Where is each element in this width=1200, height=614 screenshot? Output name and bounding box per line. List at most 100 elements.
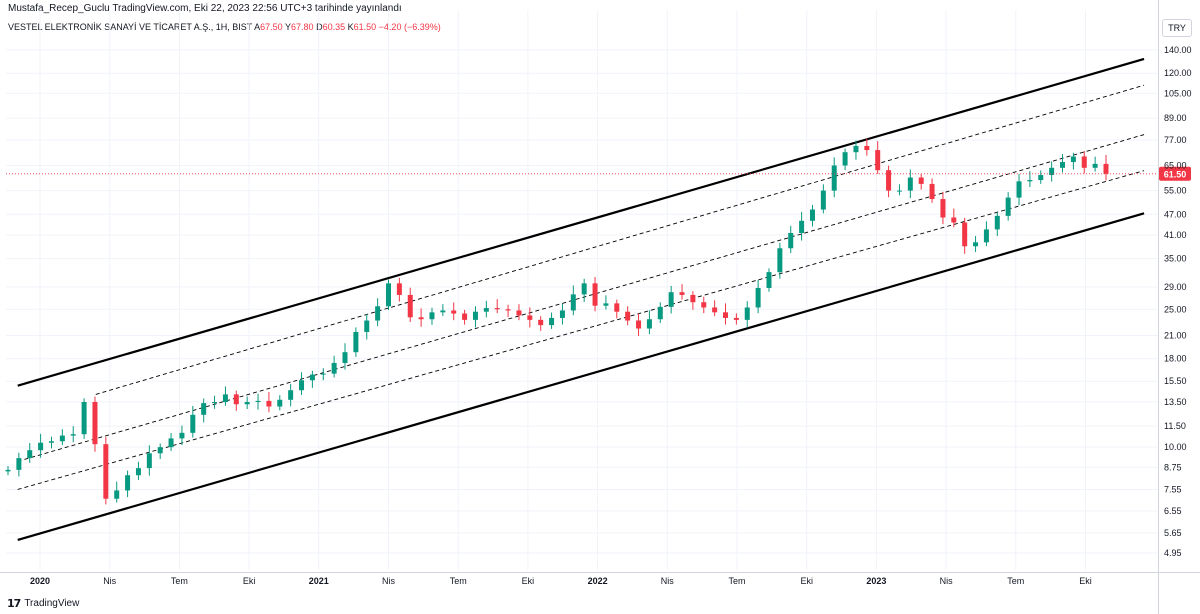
close-value: 61.50 (353, 22, 377, 32)
candle-body (527, 315, 533, 320)
candle-body (1070, 156, 1076, 163)
price-tick-label: 25.00 (1164, 304, 1187, 314)
candle-body (875, 150, 881, 171)
candle-body (1103, 163, 1109, 174)
candle-body (570, 294, 576, 311)
symbol-name: VESTEL ELEKTRONİK SANAYİ VE TİCARET A.Ş.… (8, 22, 253, 32)
candle-body (222, 394, 228, 403)
candle-body (27, 450, 33, 459)
time-tick-label: Eki (243, 576, 256, 586)
candle-body (38, 442, 44, 451)
candle-body (103, 444, 109, 499)
price-axis[interactable]: 140.00 120.00 105.00 89.00 77.00 65.00 55.00 47… (1158, 0, 1192, 614)
candle-body (483, 308, 489, 312)
candle-body (831, 165, 837, 191)
candle-body (299, 380, 305, 391)
symbol-legend: VESTEL ELEKTRONİK SANAYİ VE TİCARET A.Ş.… (8, 22, 441, 32)
currency-badge[interactable]: TRY (1162, 19, 1192, 37)
price-tick-label: 4.95 (1164, 548, 1182, 558)
price-tick-label: 11.50 (1164, 421, 1186, 431)
candle-body (70, 434, 76, 436)
time-tick-label: Nis (940, 576, 953, 586)
time-tick-label: Eki (522, 576, 535, 586)
time-tick-label: Tem (728, 576, 745, 586)
candle-body (364, 320, 370, 332)
candle-body (125, 475, 131, 491)
price-tick-label: 8.75 (1164, 462, 1182, 472)
candle-body (375, 306, 381, 321)
candle-body (277, 399, 283, 407)
candle-body (820, 190, 826, 210)
channel-inner-line (17, 170, 1145, 490)
high-value: 67.80 (291, 22, 314, 32)
candle-body (396, 283, 402, 295)
low-label: D (316, 22, 323, 32)
price-tick-label: 89.00 (1164, 113, 1187, 123)
candle-body (712, 307, 718, 313)
candle-body (809, 209, 815, 221)
candle-body (853, 145, 859, 153)
candle-body (201, 403, 207, 415)
price-tick-label: 41.00 (1164, 230, 1187, 240)
candle-body (907, 177, 913, 191)
price-tick-label: 77.00 (1164, 135, 1187, 145)
time-tick-label: Tem (450, 576, 467, 586)
candle-body (592, 283, 598, 306)
candle-body (516, 310, 522, 316)
open-label: A (254, 22, 261, 32)
time-tick-label: 2022 (588, 576, 608, 586)
candle-body (549, 317, 555, 326)
candle-body (940, 199, 946, 218)
candle-body (886, 170, 892, 191)
candle-body (179, 432, 185, 439)
candle-body (973, 242, 979, 247)
candle-body (385, 283, 391, 307)
candle-body (168, 438, 174, 448)
channel-lower-line (17, 212, 1145, 541)
close-label: K (347, 22, 354, 32)
candle-body (146, 453, 152, 469)
price-tick-label: 29.00 (1164, 282, 1187, 292)
open-value: 67.50 (260, 22, 283, 32)
candle-body (462, 313, 468, 320)
candle-body (331, 362, 337, 374)
candle-body (233, 394, 239, 405)
candle-body (212, 402, 218, 404)
candle-body (472, 311, 478, 320)
candle-body (1081, 156, 1087, 168)
time-tick-label: Nis (661, 576, 674, 586)
candle-body (994, 215, 1000, 230)
candle-body (1005, 197, 1011, 216)
candle-body (668, 292, 674, 307)
time-tick-label: 2021 (309, 576, 329, 586)
candle-body (1092, 163, 1098, 168)
time-axis[interactable]: 2020 Nis Tem Eki 2021 Nis Tem Eki 2022 Nis Tem Eki 2… (0, 572, 1200, 587)
candle-body (581, 283, 587, 295)
candle-body (690, 294, 696, 303)
candle-body (16, 458, 22, 470)
time-tick-label: Nis (103, 576, 116, 586)
candle-body (48, 441, 54, 443)
high-label: Y (285, 22, 292, 32)
candle-body (5, 469, 11, 472)
price-tick-label: 21.00 (1164, 331, 1187, 341)
candles (5, 138, 1109, 505)
tradingview-logo-icon: 𝟭𝟳 (7, 598, 21, 610)
last-price-line: 61.50 (6, 166, 1191, 181)
price-tick-label: 47.00 (1164, 209, 1187, 219)
candle-body (266, 400, 272, 407)
candle-body (679, 292, 685, 295)
low-value: 60.35 (322, 22, 346, 32)
candle-body (309, 374, 315, 381)
price-tick-label: 5.65 (1164, 528, 1182, 538)
price-tick-label: 35.00 (1164, 254, 1187, 264)
candle-body (135, 468, 141, 476)
candle-body (1038, 175, 1044, 181)
change-value: −4.20 (−6.39%) (378, 22, 441, 32)
candle-body (1016, 181, 1022, 198)
candle-body (766, 272, 772, 288)
channel-inner-line (95, 84, 1145, 395)
time-tick-label: Tem (1007, 576, 1024, 586)
candle-body (494, 308, 500, 310)
